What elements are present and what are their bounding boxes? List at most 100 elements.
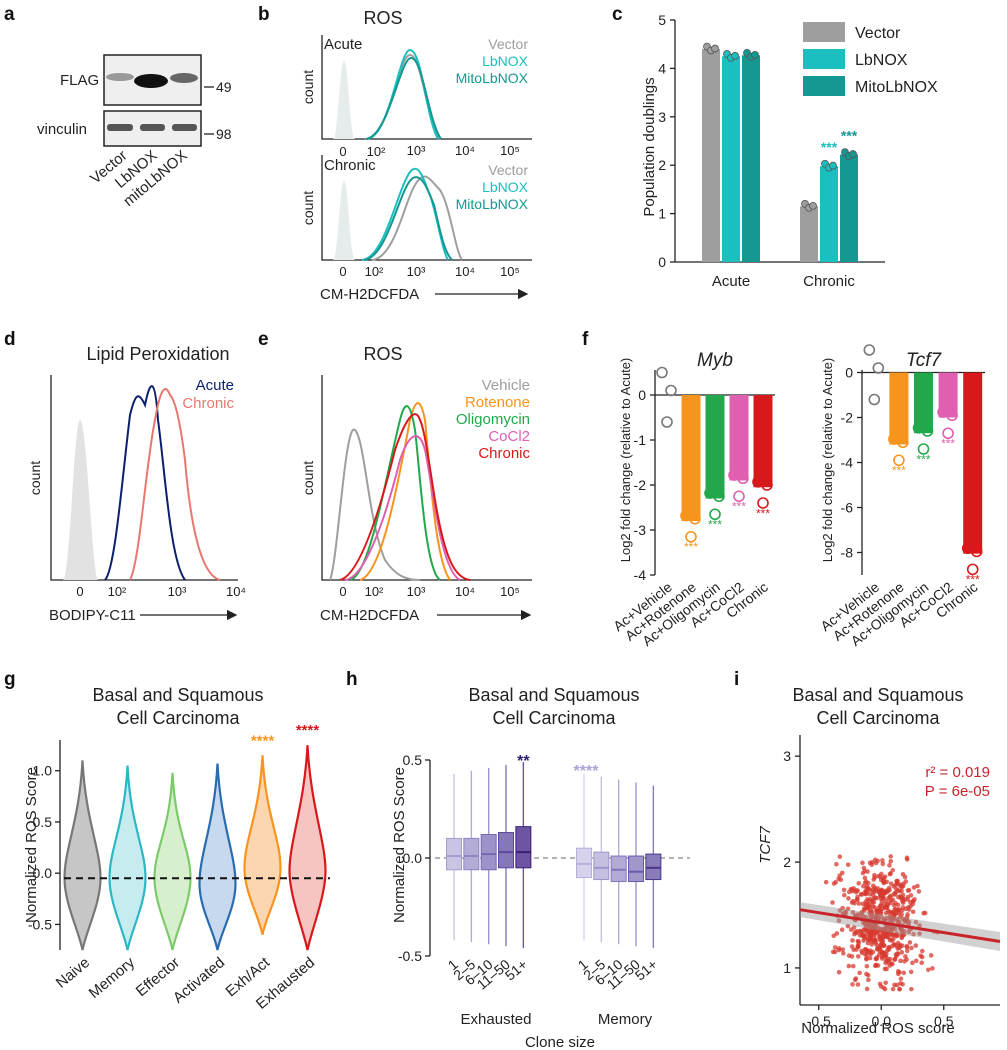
i-fit-line [799, 908, 1001, 943]
f-myb-sig: *** [684, 540, 698, 554]
g-violin [198, 763, 237, 951]
i-point [903, 954, 908, 959]
i-point [897, 986, 902, 992]
g-xtick-label: Memory [86, 954, 139, 1002]
i-point [913, 943, 919, 948]
i-point [917, 931, 922, 936]
b-top-vector [364, 53, 441, 140]
panel-e: e ROS Vehicle Rotenone Oligomycin CoCl2 … [258, 329, 532, 624]
i-point [881, 985, 886, 991]
f-myb-point [685, 530, 697, 543]
i-point [884, 966, 889, 972]
i-point [883, 926, 888, 932]
i-point [889, 961, 894, 967]
i-point [899, 888, 904, 894]
i-point [867, 937, 873, 942]
i-point [904, 948, 910, 954]
i-point [903, 906, 909, 912]
i-point [900, 892, 906, 898]
i-point [870, 883, 876, 889]
i-point [841, 951, 846, 956]
b-bottom-lbnox [361, 168, 449, 261]
i-pvalue: P = 6e-05 [925, 783, 990, 800]
f-myb-title: Myb [697, 350, 733, 371]
panel-h: h Basal and Squamous Cell Carcinoma Norm… [346, 669, 690, 1050]
i-point [892, 912, 898, 917]
i-point [921, 910, 926, 916]
i-point [864, 905, 870, 911]
i-ytick-label: 3 [783, 748, 791, 764]
i-point [892, 891, 897, 896]
c-legend-swatch [803, 49, 845, 69]
i-point [897, 944, 903, 949]
h-box [628, 855, 645, 883]
i-point [873, 895, 878, 901]
e-legend-vehicle: Vehicle [482, 377, 530, 394]
i-point [864, 986, 870, 992]
b-xlabel: CM-H2DCFDA [320, 286, 419, 303]
g-violin [243, 755, 282, 935]
f-tcf7-bar [938, 372, 958, 418]
i-point [840, 947, 846, 952]
i-point [884, 889, 890, 895]
i-point [864, 931, 870, 937]
i-point [910, 960, 915, 966]
band-vin-1 [107, 124, 133, 131]
blot-vinculin-label: vinculin [37, 121, 87, 138]
h-ytick-label: 0.0 [403, 850, 423, 866]
i-point [872, 872, 877, 878]
f-tcf7-point [893, 454, 905, 467]
b-top-axes [321, 35, 532, 140]
f-tcf7-sig: *** [916, 452, 930, 466]
f-myb-ytick-label: -1 [634, 432, 647, 448]
b-top-ylabel: count [300, 70, 316, 104]
panel-c-label: c [612, 4, 623, 25]
panel-g-label: g [4, 669, 16, 690]
e-ylabel: count [300, 461, 316, 495]
i-ylabel: TCF7 [757, 826, 774, 864]
i-ytick-label: 2 [783, 854, 791, 870]
f-tcf7-point [863, 344, 876, 356]
i-point [897, 914, 903, 920]
i-point [879, 871, 884, 877]
f-myb-point [661, 416, 673, 428]
i-point [850, 982, 855, 987]
panel-e-label: e [258, 329, 269, 350]
b-bot-tick-1: 10² [365, 264, 384, 279]
i-point [877, 932, 883, 938]
h-group-exhausted: Exhausted [461, 1011, 532, 1028]
c-legend-label: LbNOX [855, 52, 908, 69]
i-point [862, 921, 868, 927]
f-myb-point [713, 490, 725, 503]
i-xtick-label: -0.5 [807, 1013, 831, 1029]
f-myb-ytick-label: -2 [634, 477, 647, 493]
f-myb-point [757, 497, 769, 509]
i-point [841, 887, 847, 893]
e-legend-cocl2: CoCl2 [488, 428, 530, 445]
i-point [867, 955, 873, 961]
b-top-unstained [333, 60, 355, 139]
f-myb-sig: *** [756, 506, 770, 520]
b-top-legend-lbnox: LbNOX [482, 53, 529, 69]
i-point [882, 874, 888, 879]
i-point [862, 935, 868, 940]
i-point [846, 896, 851, 901]
f-tcf7-bar [963, 372, 983, 554]
c-point [731, 51, 739, 60]
i-point [830, 900, 835, 905]
i-point [903, 919, 908, 925]
i-point [898, 958, 903, 964]
band-vin-2 [140, 124, 165, 131]
i-point [886, 909, 892, 915]
i-xtick-label: 0.5 [934, 1013, 954, 1029]
i-point [908, 969, 914, 975]
i-point [906, 929, 912, 935]
i-point [863, 891, 868, 897]
band-vin-3 [172, 124, 197, 131]
i-point [836, 946, 842, 951]
c-point [829, 161, 837, 170]
e-rotenone [359, 402, 451, 581]
i-point [893, 886, 899, 892]
c-point [751, 50, 759, 59]
i-point [910, 901, 916, 907]
